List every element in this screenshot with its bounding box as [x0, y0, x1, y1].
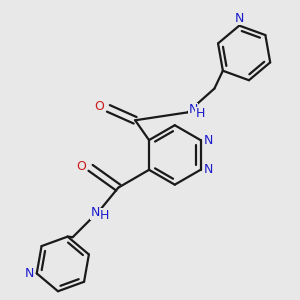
Text: N: N: [90, 206, 100, 219]
Text: N: N: [203, 134, 213, 147]
Text: O: O: [77, 160, 87, 173]
Text: N: N: [188, 103, 198, 116]
Text: N: N: [203, 163, 213, 176]
Text: O: O: [94, 100, 104, 113]
Text: N: N: [235, 12, 244, 25]
Text: H: H: [195, 107, 205, 120]
Text: N: N: [25, 267, 34, 280]
Text: H: H: [100, 209, 110, 222]
